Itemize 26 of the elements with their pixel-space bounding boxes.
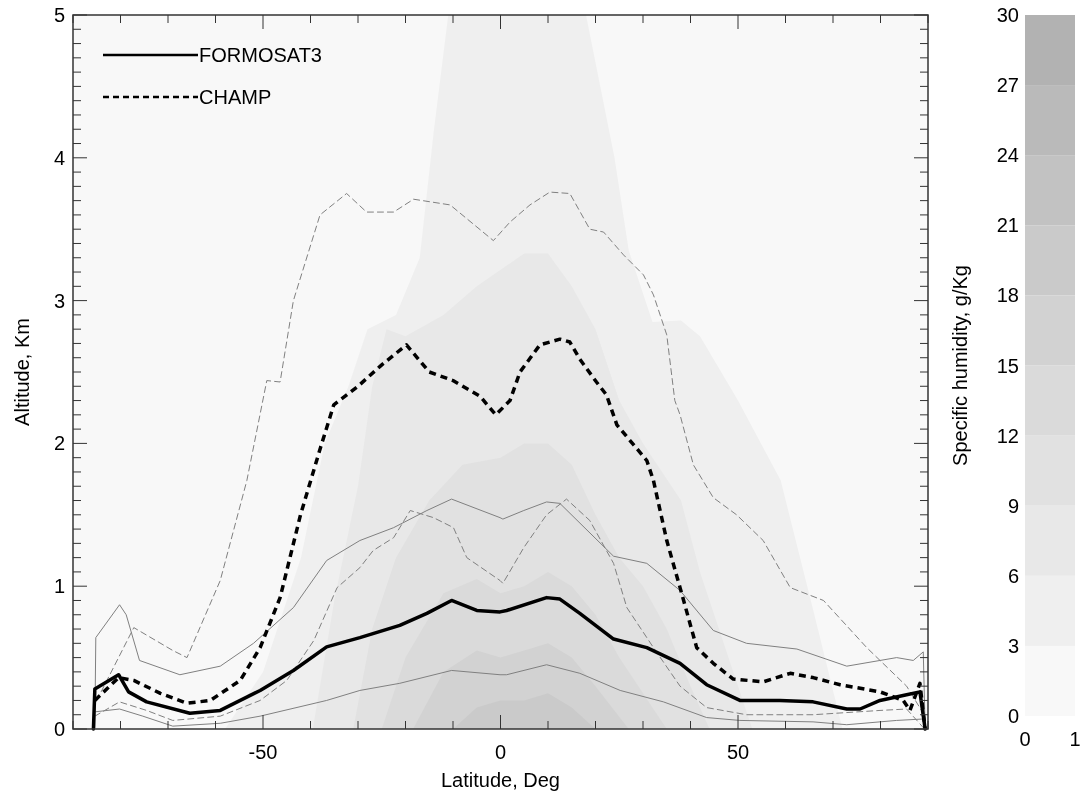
color-bar-label: 3 <box>1007 634 1019 657</box>
color-bar-title: Specific humidity, g/Kg <box>949 265 971 466</box>
color-bar-label: 30 <box>996 4 1019 26</box>
color-bar-label: 15 <box>996 354 1019 377</box>
y-tick-label: 4 <box>53 146 65 169</box>
color-bar-label: 21 <box>996 214 1019 237</box>
legend-label: CHAMP <box>199 86 272 108</box>
y-tick-label: 0 <box>53 718 65 740</box>
color-bar-label: 24 <box>996 144 1019 167</box>
y-tick-label: 5 <box>53 4 65 26</box>
color-bar-label: 27 <box>996 74 1019 97</box>
color-bar-label: 9 <box>1007 494 1019 517</box>
color-bar-label: 18 <box>996 284 1019 307</box>
x-axis-title: Latitude, Deg <box>441 769 560 791</box>
legend-label: FORMOSAT3 <box>199 44 322 66</box>
color-bar-label: 6 <box>1007 564 1019 587</box>
x-tick-label: -50 <box>248 741 278 763</box>
y-tick-label: 2 <box>53 432 65 455</box>
color-bar-label: 0 <box>1007 705 1019 727</box>
y-tick-label: 3 <box>53 289 65 312</box>
x-tick-label: 0 <box>494 741 507 763</box>
y-axis-title: Altitude, Km <box>11 318 33 426</box>
x-tick-label: 50 <box>726 741 750 763</box>
y-tick-label: 1 <box>53 575 65 598</box>
color-bar-label: 12 <box>996 424 1019 447</box>
text: 1 <box>1069 728 1081 750</box>
